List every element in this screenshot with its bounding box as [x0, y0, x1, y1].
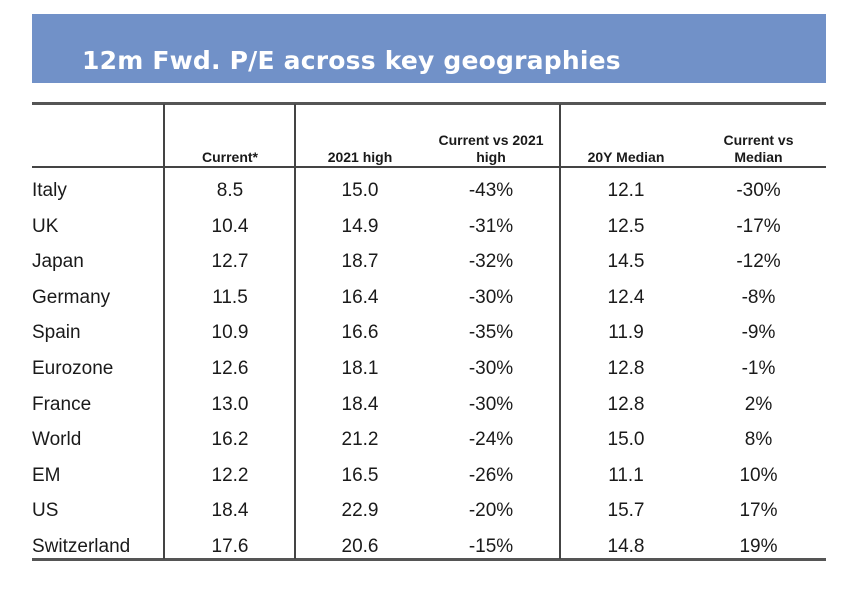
current-cell: 16.2	[211, 429, 249, 451]
median-20y-cell: 14.5	[607, 251, 645, 273]
current-vs-median-cell: -12%	[736, 251, 781, 273]
table-row: US 18.4 22.9 -20% 15.7 17%	[32, 493, 826, 529]
column-divider	[163, 104, 165, 559]
header-rule	[32, 166, 826, 168]
median-20y-cell: 14.8	[607, 536, 645, 557]
median-20y-cell: 15.7	[607, 500, 645, 522]
current-vs-median-cell: -30%	[736, 180, 781, 201]
current-vs-median-cell: 10%	[739, 464, 778, 486]
current-cell: 12.7	[211, 251, 249, 273]
high-2021-cell: 18.4	[341, 393, 379, 415]
current-cell: 8.5	[216, 180, 244, 201]
median-20y-cell: 11.1	[608, 464, 644, 486]
current-cell: 11.5	[212, 286, 248, 308]
high-2021-cell: 18.7	[341, 251, 379, 273]
table-row: Japan 12.7 18.7 -32% 14.5 -12%	[32, 244, 826, 280]
current-cell: 17.6	[211, 536, 249, 557]
current-vs-median-cell: 19%	[739, 536, 778, 557]
current-cell: 10.9	[211, 322, 249, 344]
header-current: Current*	[201, 149, 258, 165]
current-cell: 13.0	[211, 393, 249, 415]
header-20y-median: 20Y Median	[587, 149, 665, 165]
high-2021-cell: 16.6	[341, 322, 379, 344]
table-row: Eurozone 12.6 18.1 -30% 12.8 -1%	[32, 351, 826, 387]
current-vs-2021-high-cell: -43%	[468, 180, 514, 201]
header-current-vs-2021-high: Current vs 2021 high	[438, 132, 544, 165]
high-2021-cell: 16.4	[341, 286, 379, 308]
country-cell: Germany	[32, 286, 111, 308]
high-2021-cell: 20.6	[341, 536, 379, 557]
country-cell: Eurozone	[32, 358, 114, 379]
table-row: UK 10.4 14.9 -31% 12.5 -17%	[32, 209, 826, 245]
high-2021-cell: 18.1	[341, 358, 379, 379]
current-vs-median-cell: -1%	[741, 358, 776, 379]
median-20y-cell: 12.1	[607, 180, 645, 201]
current-vs-2021-high-cell: -30%	[468, 286, 514, 308]
current-vs-2021-high-cell: -32%	[468, 251, 514, 273]
current-vs-median-cell: 17%	[739, 500, 778, 522]
table-title: 12m Fwd. P/E across key geographies	[82, 46, 621, 75]
header-current-vs-median: Current vs Median	[723, 132, 794, 165]
country-cell: Japan	[32, 251, 84, 273]
pe-table: Current* 2021 high Current vs 2021 high …	[32, 102, 826, 562]
current-vs-2021-high-cell: -20%	[468, 500, 514, 522]
country-cell: Switzerland	[32, 536, 131, 557]
column-divider	[294, 104, 296, 559]
high-2021-cell: 16.5	[341, 464, 379, 486]
current-vs-2021-high-cell: -31%	[468, 215, 514, 237]
column-divider	[559, 104, 561, 559]
high-2021-cell: 22.9	[341, 500, 379, 522]
table-row: France 13.0 18.4 -30% 12.8 2%	[32, 387, 826, 423]
median-20y-cell: 15.0	[607, 429, 645, 451]
table-row: EM 12.2 16.5 -26% 11.1 10%	[32, 458, 826, 494]
median-20y-cell: 12.5	[607, 215, 645, 237]
country-cell: France	[32, 393, 92, 415]
country-cell: US	[32, 500, 59, 522]
current-vs-2021-high-cell: -35%	[468, 322, 514, 344]
title-banner: 12m Fwd. P/E across key geographies	[32, 14, 826, 83]
high-2021-cell: 14.9	[341, 215, 379, 237]
current-vs-median-cell: -9%	[741, 322, 776, 344]
header-2021-high: 2021 high	[327, 149, 393, 165]
country-cell: World	[32, 429, 82, 451]
current-vs-median-cell: 2%	[744, 393, 773, 415]
table-row: Germany 11.5 16.4 -30% 12.4 -8%	[32, 280, 826, 316]
current-cell: 18.4	[211, 500, 249, 522]
current-vs-2021-high-cell: -24%	[468, 429, 514, 451]
current-vs-median-cell: 8%	[744, 429, 773, 451]
high-2021-cell: 15.0	[341, 180, 379, 201]
median-20y-cell: 12.8	[607, 358, 645, 379]
current-cell: 10.4	[211, 215, 249, 237]
table-row: Switzerland 17.6 20.6 -15% 14.8 19%	[32, 529, 826, 565]
current-vs-2021-high-cell: -30%	[468, 358, 514, 379]
median-20y-cell: 11.9	[608, 322, 644, 344]
current-vs-median-cell: -8%	[741, 286, 776, 308]
table-bottom-rule	[32, 558, 826, 561]
table-row: World 16.2 21.2 -24% 15.0 8%	[32, 422, 826, 458]
median-20y-cell: 12.4	[607, 286, 645, 308]
country-cell: Spain	[32, 322, 81, 344]
country-cell: EM	[32, 464, 61, 486]
current-cell: 12.2	[211, 464, 249, 486]
median-20y-cell: 12.8	[607, 393, 645, 415]
current-cell: 12.6	[211, 358, 249, 379]
high-2021-cell: 21.2	[341, 429, 379, 451]
table-row: Italy 8.5 15.0 -43% 12.1 -30%	[32, 173, 826, 209]
country-cell: UK	[32, 215, 59, 237]
table-row: Spain 10.9 16.6 -35% 11.9 -9%	[32, 315, 826, 351]
current-vs-median-cell: -17%	[736, 215, 781, 237]
table-top-rule	[32, 102, 826, 105]
country-cell: Italy	[32, 180, 67, 201]
current-vs-2021-high-cell: -15%	[468, 536, 514, 557]
current-vs-2021-high-cell: -26%	[468, 464, 514, 486]
current-vs-2021-high-cell: -30%	[468, 393, 514, 415]
